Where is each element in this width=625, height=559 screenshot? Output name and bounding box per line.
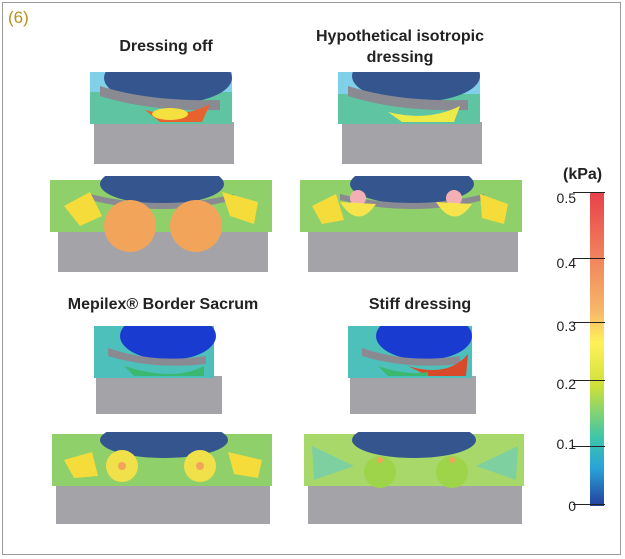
stiff-front-view (304, 432, 524, 524)
figure-tag: (6) (8, 8, 29, 27)
panel-title-stiff: Stiff dressing (368, 296, 472, 313)
mepilex-front-view (52, 432, 272, 524)
isotropic-front-view (300, 176, 522, 272)
panel-title-mepilex: Mepilex® Border Sacrum (67, 296, 259, 313)
panel-title-dressing-off: Dressing off (119, 38, 213, 55)
stiff-side-view (348, 326, 476, 414)
colorbar-tick-0.4: 0.4 (556, 255, 576, 271)
colorbar-unit: (kPa) (563, 166, 603, 183)
colorbar-tick-0.1: 0.1 (556, 436, 576, 452)
isotropic-side-view (338, 72, 482, 164)
figure-frame (2, 2, 621, 555)
panel-title-isotropic: Hypothetical isotropic dressing (315, 28, 485, 66)
colorbar-tick-0.5: 0.5 (556, 190, 576, 206)
colorbar-tick-0.3: 0.3 (556, 318, 576, 334)
colorbar-tick-0.2: 0.2 (556, 376, 576, 392)
dressing-off-front-view (50, 176, 272, 272)
colorbar-tick-0: 0 (568, 498, 576, 514)
mepilex-side-view (94, 326, 222, 414)
colorbar (590, 192, 604, 506)
dressing-off-side-view (90, 72, 234, 164)
